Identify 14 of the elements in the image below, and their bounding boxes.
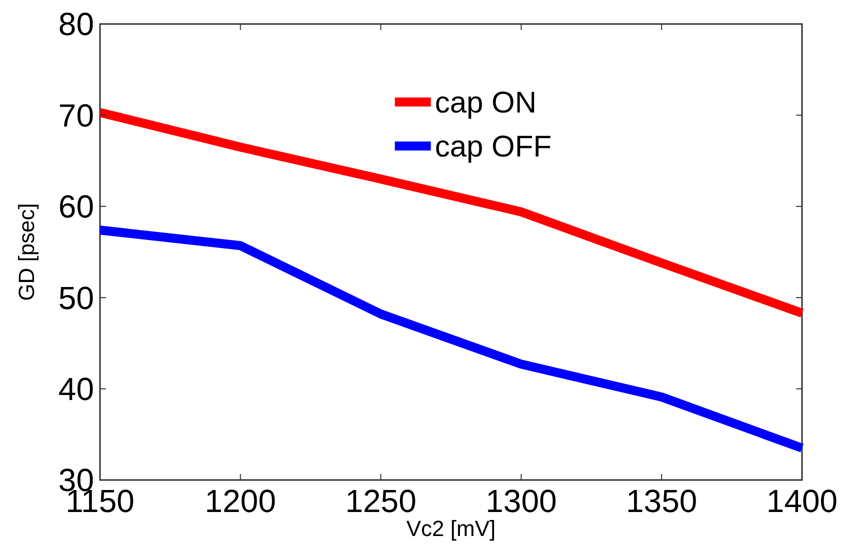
x-tick-label: 1200 xyxy=(204,483,276,519)
y-tick-label: 70 xyxy=(58,97,94,134)
x-tick-label: 1300 xyxy=(486,483,557,519)
y-tick-label: 80 xyxy=(58,6,94,42)
y-tick-label: 40 xyxy=(58,371,94,407)
legend-label: cap OFF xyxy=(434,130,552,164)
legend-label: cap ON xyxy=(434,86,537,120)
x-tick-label: 1250 xyxy=(345,483,416,519)
y-axis-title: GD [psec] xyxy=(14,203,39,301)
x-axis-title: Vc2 [mV] xyxy=(406,516,496,541)
x-tick-label: 1400 xyxy=(766,483,838,519)
x-tick-label: 1350 xyxy=(626,483,698,519)
y-tick-label: 50 xyxy=(58,280,94,316)
y-tick-label: 60 xyxy=(58,188,94,225)
